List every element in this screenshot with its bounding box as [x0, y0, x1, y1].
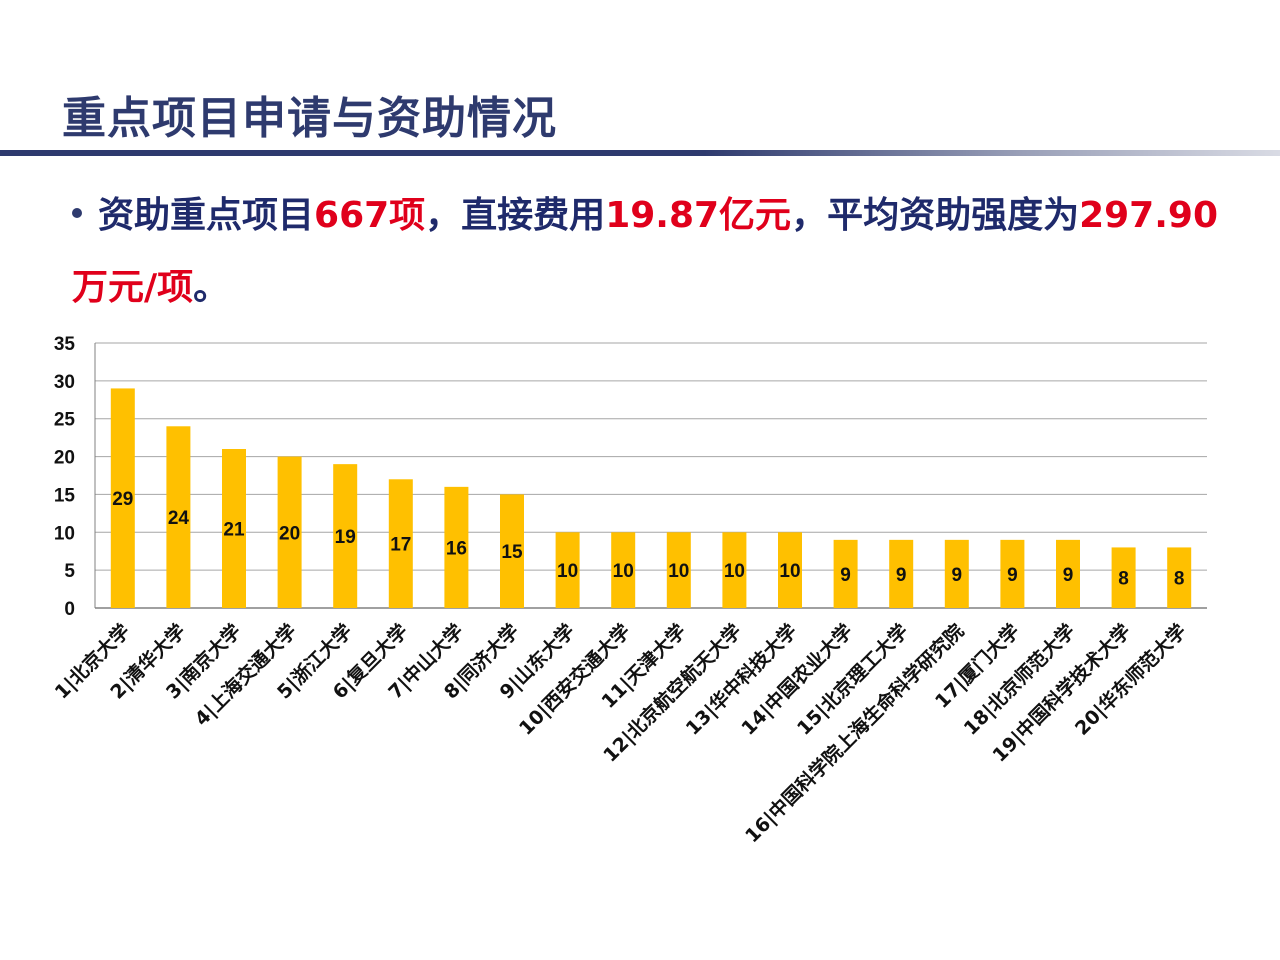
bar: [1167, 547, 1192, 608]
bar: [611, 532, 636, 608]
bar: [166, 426, 191, 608]
bar: [110, 388, 135, 608]
bar: [333, 464, 358, 608]
summary-text-3: ，平均资助强度为: [791, 195, 1080, 236]
y-tick-label: 15: [54, 485, 76, 506]
data-label: 20: [279, 523, 300, 544]
slide-title: 重点项目申请与资助情况: [62, 93, 557, 144]
y-tick-label: 25: [54, 410, 76, 431]
bar: [444, 486, 469, 608]
bar: [277, 456, 302, 608]
data-label: 10: [668, 561, 689, 582]
bar: [1000, 539, 1025, 608]
x-tick-label: 4|上海交通大学: [190, 619, 301, 730]
average-intensity: 297.90万元/项: [72, 195, 1218, 308]
y-tick-label: 5: [64, 561, 75, 582]
data-label: 15: [501, 542, 523, 563]
data-label: 9: [840, 565, 851, 586]
bar: [1056, 539, 1080, 608]
bar: [555, 532, 580, 608]
summary-text-4: 。: [193, 267, 230, 308]
bar: [1111, 547, 1136, 608]
project-count: 667项: [314, 195, 426, 236]
data-label: 17: [390, 535, 411, 556]
summary-text-2: ，直接费用: [425, 195, 606, 236]
data-label: 10: [779, 561, 800, 582]
y-tick-label: 0: [64, 599, 75, 620]
bar: [388, 479, 413, 608]
bullet-icon: [72, 208, 82, 218]
data-label: 19: [335, 527, 356, 548]
data-label: 9: [952, 565, 963, 586]
data-label: 16: [446, 538, 467, 559]
summary-text-1: 资助重点项目: [98, 195, 315, 236]
bar: [500, 494, 524, 608]
data-label: 8: [1118, 569, 1129, 590]
summary-bullet: 资助重点项目667项，直接费用19.87亿元，平均资助强度为297.90万元/项…: [72, 180, 1242, 324]
bar: [722, 532, 747, 608]
data-label: 24: [168, 508, 190, 529]
data-label: 8: [1174, 569, 1185, 590]
data-label: 9: [1007, 565, 1018, 586]
data-label: 9: [896, 565, 907, 586]
y-tick-label: 30: [54, 372, 75, 393]
bar: [889, 539, 914, 608]
data-label: 10: [724, 561, 745, 582]
y-tick-label: 20: [54, 448, 75, 469]
data-label: 29: [112, 489, 133, 510]
bar-chart: 05101520253035291|北京大学242|清华大学213|南京大学20…: [50, 334, 1207, 847]
y-tick-label: 10: [54, 523, 75, 544]
y-tick-label: 35: [54, 334, 76, 355]
title-divider: [0, 150, 1280, 156]
data-label: 9: [1063, 565, 1074, 586]
bar: [833, 539, 858, 608]
direct-cost: 19.87亿元: [605, 195, 792, 236]
data-label: 21: [223, 520, 245, 541]
bar: [944, 539, 969, 608]
bar: [778, 532, 802, 608]
bar: [666, 532, 691, 608]
data-label: 10: [557, 561, 578, 582]
data-label: 10: [613, 561, 634, 582]
bar: [222, 449, 246, 608]
